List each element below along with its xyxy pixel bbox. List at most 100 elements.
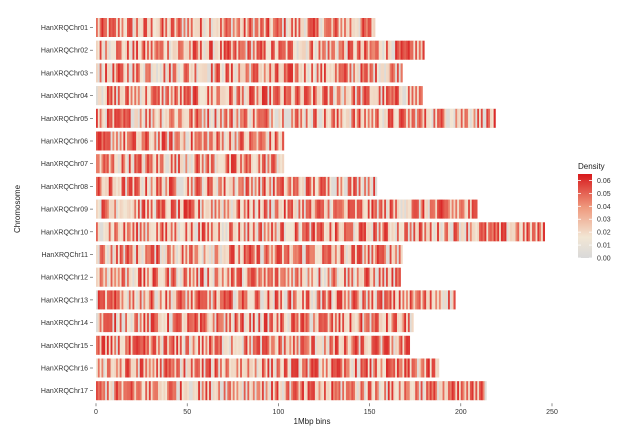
density-bin <box>187 40 190 60</box>
density-bin <box>199 63 203 83</box>
density-bin <box>123 131 126 151</box>
density-bin <box>183 108 186 128</box>
density-bin <box>130 335 133 355</box>
density-bin <box>415 199 418 219</box>
density-bin <box>125 199 128 219</box>
density-bin <box>134 290 137 310</box>
density-bin <box>132 199 135 219</box>
density-bin <box>198 335 201 355</box>
density-bin <box>364 40 367 60</box>
density-bin <box>391 63 394 83</box>
density-bin <box>136 86 139 106</box>
density-bin <box>260 199 263 219</box>
density-bin <box>176 290 179 310</box>
density-bin <box>260 381 263 401</box>
density-bin <box>189 358 192 378</box>
density-bin <box>265 18 268 37</box>
density-bin <box>221 199 224 219</box>
density-bin <box>365 267 369 287</box>
density-bin <box>364 245 367 264</box>
density-bin <box>307 199 310 219</box>
density-bin <box>110 199 113 219</box>
density-bin <box>212 154 215 174</box>
density-bin <box>365 108 369 128</box>
density-bin <box>389 358 392 378</box>
density-bin <box>234 290 237 310</box>
density-bin <box>276 18 279 37</box>
density-bin <box>256 154 259 174</box>
density-bin <box>165 40 168 60</box>
density-bin <box>404 86 407 106</box>
density-bin <box>347 86 350 106</box>
density-bin <box>139 313 142 333</box>
density-bin <box>156 40 159 60</box>
density-bin <box>502 222 505 242</box>
density-bin <box>457 381 460 401</box>
density-bin <box>265 199 268 219</box>
density-bin <box>207 131 210 151</box>
density-bin <box>376 40 380 60</box>
density-bin <box>313 313 316 333</box>
density-bin <box>156 63 159 83</box>
density-bin <box>322 176 325 196</box>
density-bin <box>249 313 252 333</box>
density-bin <box>174 18 177 37</box>
density-bin <box>358 86 361 106</box>
density-bin <box>132 313 135 333</box>
density-bin <box>282 335 285 355</box>
density-bin <box>420 108 423 128</box>
density-bin <box>320 63 323 83</box>
density-bin <box>261 381 265 401</box>
density-bin <box>252 267 255 287</box>
density-bin <box>389 267 392 287</box>
density-bin <box>283 290 286 310</box>
density-bin <box>170 290 173 310</box>
density-bin <box>137 358 141 378</box>
density-bin <box>136 108 139 128</box>
density-bin <box>300 176 303 196</box>
density-bin <box>99 267 102 287</box>
density-bin <box>391 222 394 242</box>
density-bin <box>418 222 421 242</box>
density-bin <box>278 108 281 128</box>
density-bin <box>168 40 172 60</box>
density-bin <box>99 154 102 174</box>
density-bin <box>245 154 248 174</box>
density-bin <box>280 290 283 310</box>
density-bin <box>185 63 188 83</box>
density-bin <box>313 176 316 196</box>
density-bin <box>121 222 124 242</box>
density-bin <box>263 335 266 355</box>
density-bin <box>278 63 281 83</box>
density-bin <box>123 176 126 196</box>
density-bin <box>179 131 183 151</box>
density-bin <box>426 222 429 242</box>
density-bin <box>256 290 259 310</box>
density-bin <box>400 335 403 355</box>
density-bin <box>245 18 248 37</box>
density-bin <box>190 18 193 37</box>
density-bin <box>329 176 332 196</box>
legend-tick-label: 0.01 <box>597 243 611 250</box>
density-bin <box>278 290 281 310</box>
density-bin <box>313 199 316 219</box>
density-bin <box>322 40 325 60</box>
density-bin <box>148 176 152 196</box>
density-bin <box>132 63 135 83</box>
density-bin <box>314 313 318 333</box>
density-bin <box>199 176 203 196</box>
density-bin <box>187 335 190 355</box>
density-bin <box>125 154 128 174</box>
density-bin <box>302 18 305 37</box>
density-bin <box>139 154 142 174</box>
density-bin <box>274 40 277 60</box>
y-tick-label: HanXRQChr12 <box>41 275 88 282</box>
density-bin <box>398 63 401 83</box>
density-bin <box>234 154 237 174</box>
density-bin <box>263 290 266 310</box>
density-bin <box>163 108 166 128</box>
density-bin <box>176 199 179 219</box>
density-bin <box>168 222 172 242</box>
density-bin <box>110 245 113 264</box>
density-bin <box>172 358 175 378</box>
